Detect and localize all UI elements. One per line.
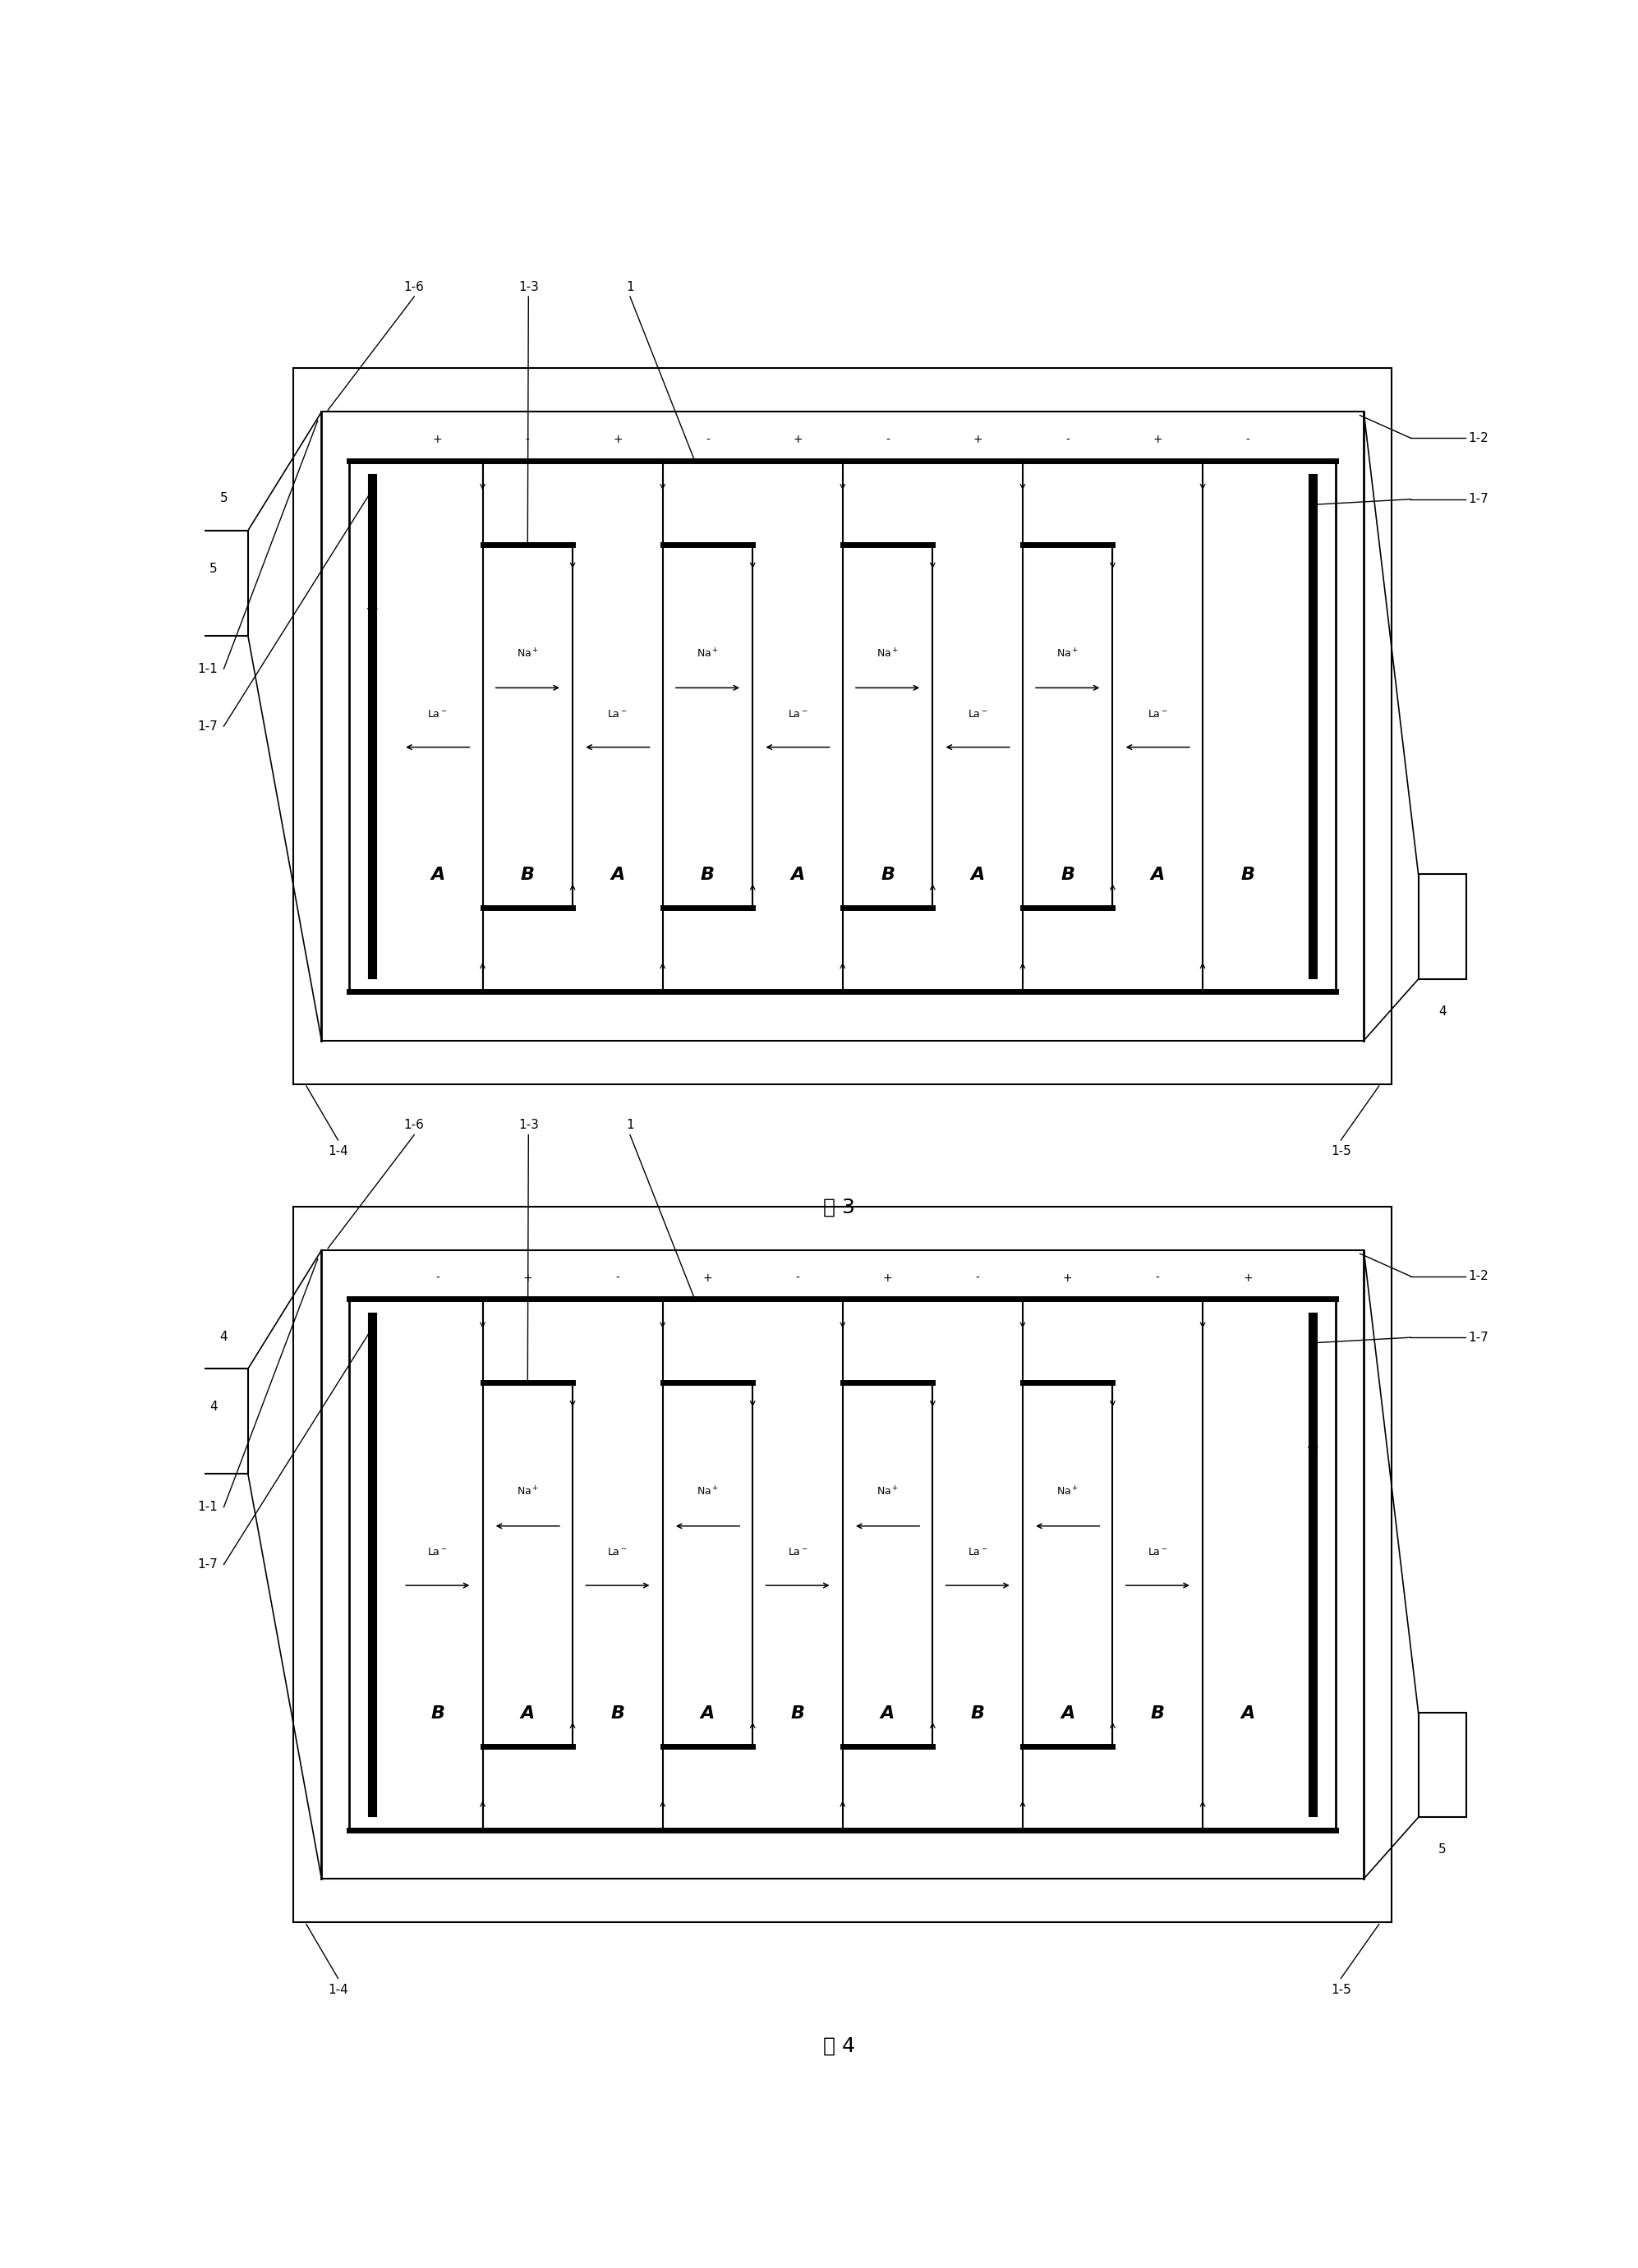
Text: 1-4: 1-4 xyxy=(328,1985,349,1996)
Text: A: A xyxy=(1150,866,1165,882)
Text: 1-7: 1-7 xyxy=(1468,492,1489,506)
Text: 4: 4 xyxy=(219,1331,228,1343)
Text: B: B xyxy=(791,1706,804,1721)
Text: Na$^+$: Na$^+$ xyxy=(876,646,899,660)
Text: 1-5: 1-5 xyxy=(1330,1985,1351,1996)
Text: A: A xyxy=(1060,1706,1075,1721)
Text: +: + xyxy=(973,433,983,445)
Text: La$^-$: La$^-$ xyxy=(788,708,808,719)
Text: 1-6: 1-6 xyxy=(405,281,424,293)
Text: La$^-$: La$^-$ xyxy=(968,708,988,719)
Text: +: + xyxy=(793,433,803,445)
Text: 1-2: 1-2 xyxy=(1468,1270,1489,1281)
Text: -: - xyxy=(1156,1272,1160,1284)
Text: A: A xyxy=(521,1706,534,1721)
Text: 1-4: 1-4 xyxy=(328,1145,349,1157)
Text: 5: 5 xyxy=(219,492,228,503)
Text: La$^-$: La$^-$ xyxy=(1148,708,1168,719)
Text: +: + xyxy=(703,1272,713,1284)
Text: Na$^+$: Na$^+$ xyxy=(1057,1486,1079,1499)
Text: La$^-$: La$^-$ xyxy=(608,1547,627,1558)
Text: 1-3: 1-3 xyxy=(518,1118,539,1132)
Text: 1-3: 1-3 xyxy=(518,281,539,293)
Text: 1-2: 1-2 xyxy=(1468,431,1489,445)
Text: 1-7: 1-7 xyxy=(1468,1331,1489,1343)
Text: 4: 4 xyxy=(1438,1005,1446,1018)
Text: -: - xyxy=(976,1272,980,1284)
Text: +: + xyxy=(613,433,622,445)
Text: La$^-$: La$^-$ xyxy=(608,708,627,719)
Text: 图 3: 图 3 xyxy=(824,1198,855,1218)
Text: 1: 1 xyxy=(626,281,634,293)
Text: 图 4: 图 4 xyxy=(824,2037,855,2055)
Text: A: A xyxy=(701,1706,714,1721)
Text: 1-7: 1-7 xyxy=(197,719,218,733)
Text: +: + xyxy=(1063,1272,1073,1284)
Text: La$^-$: La$^-$ xyxy=(788,1547,808,1558)
Text: 1-1: 1-1 xyxy=(197,662,218,676)
Text: 5: 5 xyxy=(210,562,218,574)
Text: La$^-$: La$^-$ xyxy=(428,1547,447,1558)
Text: La$^-$: La$^-$ xyxy=(428,708,447,719)
Text: La$^-$: La$^-$ xyxy=(1148,1547,1168,1558)
Text: B: B xyxy=(1061,866,1075,882)
Text: +: + xyxy=(1243,1272,1253,1284)
Text: +: + xyxy=(365,601,378,617)
Text: A: A xyxy=(431,866,444,882)
Text: -: - xyxy=(370,1440,375,1456)
Text: -: - xyxy=(526,433,529,445)
Text: Na$^+$: Na$^+$ xyxy=(696,646,719,660)
Text: Na$^+$: Na$^+$ xyxy=(696,1486,719,1499)
Text: A: A xyxy=(971,866,984,882)
Text: B: B xyxy=(611,1706,624,1721)
Text: -: - xyxy=(886,433,889,445)
Text: -: - xyxy=(436,1272,439,1284)
Text: 1-1: 1-1 xyxy=(197,1501,218,1513)
Text: Na$^+$: Na$^+$ xyxy=(516,1486,539,1499)
Text: Na$^+$: Na$^+$ xyxy=(876,1486,899,1499)
Text: +: + xyxy=(432,433,442,445)
Text: La$^-$: La$^-$ xyxy=(968,1547,988,1558)
Text: -: - xyxy=(1066,433,1070,445)
Text: B: B xyxy=(881,866,894,882)
Text: 1: 1 xyxy=(626,1118,634,1132)
Text: B: B xyxy=(971,1706,984,1721)
Text: B: B xyxy=(1150,1706,1165,1721)
Text: 1-6: 1-6 xyxy=(405,1118,424,1132)
Text: 5: 5 xyxy=(1438,1844,1446,1855)
Text: +: + xyxy=(1153,433,1163,445)
Text: B: B xyxy=(521,866,534,882)
Text: -: - xyxy=(1310,601,1315,617)
Text: 1-5: 1-5 xyxy=(1330,1145,1351,1157)
Text: +: + xyxy=(883,1272,893,1284)
Text: A: A xyxy=(1240,1706,1255,1721)
Text: B: B xyxy=(431,1706,444,1721)
Text: A: A xyxy=(881,1706,894,1721)
Text: -: - xyxy=(706,433,709,445)
Text: -: - xyxy=(796,1272,799,1284)
Text: 4: 4 xyxy=(210,1402,218,1413)
Text: B: B xyxy=(701,866,714,882)
Text: -: - xyxy=(616,1272,619,1284)
Text: +: + xyxy=(1305,1440,1320,1456)
Text: 1-7: 1-7 xyxy=(197,1558,218,1572)
Text: A: A xyxy=(791,866,804,882)
Text: -: - xyxy=(1245,433,1250,445)
Text: +: + xyxy=(523,1272,532,1284)
Text: Na$^+$: Na$^+$ xyxy=(1057,646,1079,660)
Text: B: B xyxy=(1240,866,1255,882)
Text: A: A xyxy=(611,866,624,882)
Text: Na$^+$: Na$^+$ xyxy=(516,646,539,660)
